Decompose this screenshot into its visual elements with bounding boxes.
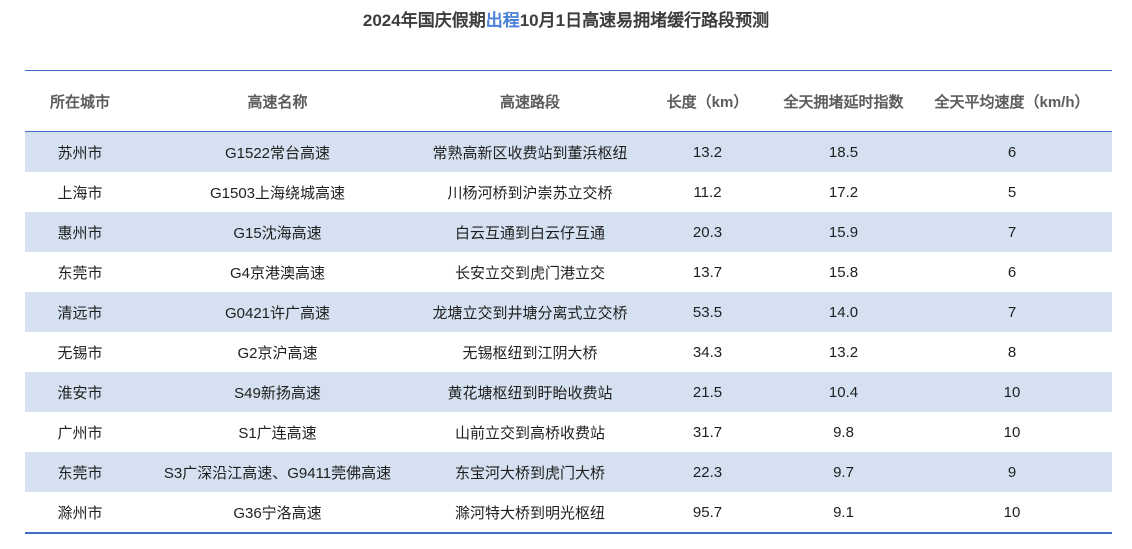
cell-avg-speed: 6 (1007, 143, 1017, 161)
cell-highway-name: G15沈海高速 (233, 224, 322, 242)
table-row: 东莞市 G4京港澳高速 长安立交到虎门港立交 13.7 15.8 6 (25, 252, 1112, 292)
cell-delay-index: 9.8 (833, 423, 854, 441)
cell-delay-index: 14.0 (828, 303, 859, 321)
table-row: 清远市 G0421许广高速 龙塘立交到井塘分离式立交桥 53.5 14.0 7 (25, 292, 1112, 332)
cell-city: 上海市 (57, 184, 103, 202)
col-header-highway-name: 高速名称 (135, 70, 420, 132)
cell-avg-speed: 10 (1003, 423, 1021, 441)
cell-avg-speed: 10 (1003, 383, 1021, 401)
cell-length: 20.3 (692, 223, 723, 241)
cell-length: 11.2 (693, 183, 722, 201)
cell-length: 95.7 (692, 503, 723, 521)
cell-avg-speed: 7 (1007, 303, 1017, 321)
cell-delay-index: 15.8 (828, 263, 859, 281)
table-row: 无锡市 G2京沪高速 无锡枢纽到江阴大桥 34.3 13.2 8 (25, 332, 1112, 372)
title-prefix: 2024年国庆假期 (362, 11, 486, 30)
cell-avg-speed: 5 (1007, 183, 1017, 201)
table-row: 广州市 S1广连高速 山前立交到高桥收费站 31.7 9.8 10 (25, 412, 1112, 452)
cell-city: 东莞市 (57, 264, 103, 282)
cell-avg-speed: 9 (1007, 463, 1017, 481)
page-title: 2024年国庆假期出程10月1日高速易拥堵缓行路段预测 (0, 0, 1132, 31)
cell-city: 苏州市 (57, 144, 103, 162)
cell-delay-index: 18.5 (828, 143, 859, 161)
cell-section: 常熟高新区收费站到董浜枢纽 (432, 144, 628, 162)
cell-highway-name: G1522常台高速 (224, 144, 331, 162)
cell-section: 东宝河大桥到虎门大桥 (454, 464, 605, 482)
cell-length: 22.3 (692, 463, 723, 481)
table-row: 淮安市 S49新扬高速 黄花塘枢纽到盱眙收费站 21.5 10.4 10 (25, 372, 1112, 412)
col-header-avg-speed: 全天平均速度（km/h） (912, 70, 1112, 132)
table-header-row: 所在城市 高速名称 高速路段 长度（km） 全天拥堵延时指数 全天平均速度（km… (25, 70, 1112, 132)
table-row: 惠州市 G15沈海高速 白云互通到白云仔互通 20.3 15.9 7 (25, 212, 1112, 252)
col-header-delay-index: 全天拥堵延时指数 (775, 70, 912, 132)
col-header-section: 高速路段 (420, 70, 640, 132)
cell-length: 13.2 (692, 143, 723, 161)
cell-avg-speed: 6 (1007, 263, 1017, 281)
cell-city: 无锡市 (57, 344, 103, 362)
cell-avg-speed: 10 (1003, 503, 1021, 521)
cell-delay-index: 13.2 (828, 343, 859, 361)
forecast-table: 所在城市 高速名称 高速路段 长度（km） 全天拥堵延时指数 全天平均速度（km… (25, 70, 1112, 534)
cell-city: 淮安市 (57, 384, 103, 402)
cell-length: 34.3 (692, 343, 723, 361)
cell-length: 21.5 (692, 383, 723, 401)
cell-section: 黄花塘枢纽到盱眙收费站 (447, 384, 613, 402)
cell-section: 川杨河桥到沪崇苏立交桥 (447, 184, 613, 202)
cell-section: 长安立交到虎门港立交 (454, 264, 605, 282)
cell-city: 广州市 (57, 424, 103, 442)
table-row: 上海市 G1503上海绕城高速 川杨河桥到沪崇苏立交桥 11.2 17.2 5 (25, 172, 1112, 212)
cell-city: 惠州市 (57, 224, 103, 242)
title-highlight-departure: 出程 (485, 11, 520, 30)
cell-highway-name: G2京沪高速 (237, 344, 318, 362)
cell-highway-name: G36宁洛高速 (233, 504, 322, 522)
cell-city: 滁州市 (57, 504, 103, 522)
col-header-length-km: 长度（km） (640, 70, 775, 132)
cell-avg-speed: 8 (1007, 343, 1017, 361)
cell-section: 白云互通到白云仔互通 (454, 224, 605, 242)
cell-highway-name: G0421许广高速 (224, 304, 331, 322)
cell-avg-speed: 7 (1007, 223, 1017, 241)
cell-delay-index: 10.4 (828, 383, 859, 401)
forecast-table-container: 所在城市 高速名称 高速路段 长度（km） 全天拥堵延时指数 全天平均速度（km… (25, 70, 1112, 534)
cell-delay-index: 9.7 (833, 463, 854, 481)
col-header-city: 所在城市 (25, 70, 135, 132)
table-row: 苏州市 G1522常台高速 常熟高新区收费站到董浜枢纽 13.2 18.5 6 (25, 131, 1112, 172)
cell-highway-name: S1广连高速 (238, 424, 317, 442)
cell-length: 31.7 (692, 423, 723, 441)
cell-city: 东莞市 (57, 464, 103, 482)
cell-section: 龙塘立交到井塘分离式立交桥 (432, 304, 628, 322)
cell-highway-name: G4京港澳高速 (229, 264, 325, 282)
cell-section: 滁河特大桥到明光枢纽 (454, 504, 605, 522)
title-suffix: 10月1日高速易拥堵缓行路段预测 (519, 11, 770, 30)
cell-highway-name: S3广深沿江高速、G9411莞佛高速 (163, 464, 392, 482)
cell-delay-index: 9.1 (833, 503, 854, 521)
cell-highway-name: S49新扬高速 (234, 384, 321, 402)
cell-highway-name: G1503上海绕城高速 (209, 184, 346, 202)
cell-section: 山前立交到高桥收费站 (454, 424, 605, 442)
table-row: 滁州市 G36宁洛高速 滁河特大桥到明光枢纽 95.7 9.1 10 (25, 492, 1112, 533)
cell-city: 清远市 (57, 304, 103, 322)
cell-length: 13.7 (692, 263, 723, 281)
cell-section: 无锡枢纽到江阴大桥 (462, 344, 598, 362)
cell-delay-index: 17.2 (828, 183, 859, 201)
cell-delay-index: 15.9 (828, 223, 859, 241)
table-row: 东莞市 S3广深沿江高速、G9411莞佛高速 东宝河大桥到虎门大桥 22.3 9… (25, 452, 1112, 492)
cell-length: 53.5 (692, 303, 723, 321)
